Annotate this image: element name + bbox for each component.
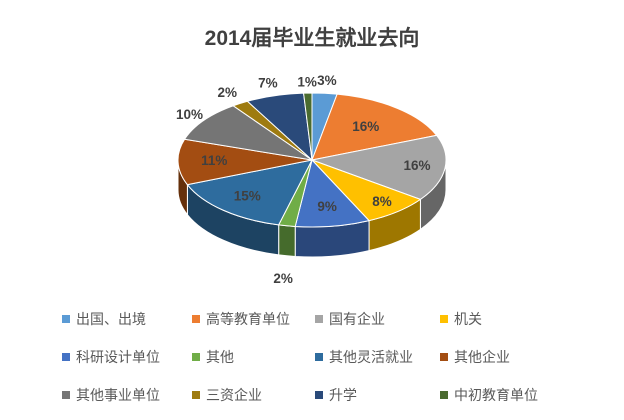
legend-marker-icon (315, 353, 323, 361)
pie-slice-7 (177, 138, 313, 186)
legend-marker-icon (192, 353, 200, 361)
pie-slice-1 (311, 93, 438, 161)
legend-marker-icon (192, 315, 200, 323)
legend-item-2: 国有企业 (315, 309, 440, 329)
legend-item-9: 三资企业 (192, 385, 315, 405)
data-label-1: 16% (352, 119, 379, 134)
legend-label: 其他灵活就业 (329, 349, 413, 365)
data-label-8: 10% (176, 107, 203, 122)
data-label-5: 2% (273, 271, 293, 286)
data-label-2: 16% (404, 158, 431, 173)
legend-item-0: 出国、出境 (62, 309, 192, 329)
data-label-0: 3% (317, 73, 337, 88)
pie-slice-6 (186, 159, 313, 226)
legend-item-4: 科研设计单位 (62, 347, 192, 367)
data-label-7: 11% (201, 153, 227, 168)
legend-item-11: 中初教育单位 (440, 385, 575, 405)
data-label-3: 8% (372, 194, 392, 209)
pie-slice-2 (310, 134, 447, 200)
legend-label: 其他事业单位 (76, 387, 160, 403)
legend-marker-icon (62, 391, 70, 399)
legend-marker-icon (315, 391, 323, 399)
legend-marker-icon (315, 315, 323, 323)
legend-label: 其他 (206, 349, 234, 365)
data-label-10: 7% (258, 76, 278, 91)
chart-title: 2014届毕业生就业去向 (204, 27, 420, 50)
legend-marker-icon (440, 315, 448, 323)
legend-marker-icon (440, 391, 448, 399)
legend-label: 出国、出境 (76, 311, 146, 327)
pie-chart-3d: 3% 16% 16% 8% 9% 2% 15% 11% 10% 2% 7% 1% (176, 73, 447, 286)
data-label-4: 9% (317, 199, 337, 214)
legend-item-1: 高等教育单位 (192, 309, 315, 329)
legend-label: 科研设计单位 (76, 349, 160, 365)
legend-label: 中初教育单位 (454, 387, 538, 403)
legend-marker-icon (440, 353, 448, 361)
legend-label: 高等教育单位 (206, 311, 290, 327)
chart-legend: 出国、出境 高等教育单位 国有企业 机关科研设计单位 其他 其他灵活就业 其他企业其他事业单… (62, 300, 618, 414)
legend-label: 三资企业 (206, 387, 262, 403)
legend-marker-icon (62, 315, 70, 323)
legend-item-6: 其他灵活就业 (315, 347, 440, 367)
legend-item-7: 其他企业 (440, 347, 575, 367)
legend-label: 其他企业 (454, 349, 510, 365)
legend-label: 国有企业 (329, 311, 385, 327)
legend-label: 机关 (454, 311, 482, 327)
data-label-6: 15% (234, 188, 261, 203)
legend-marker-icon (62, 353, 70, 361)
pie-slice-side-5 (278, 224, 296, 258)
data-label-11: 1% (297, 75, 317, 90)
pie-slice-11 (303, 92, 313, 161)
legend-item-5: 其他 (192, 347, 315, 367)
legend-item-10: 升学 (315, 385, 440, 405)
legend-item-3: 机关 (440, 309, 575, 329)
legend-label: 升学 (329, 387, 357, 403)
pie-slice-8 (183, 105, 313, 161)
legend-marker-icon (192, 391, 200, 399)
legend-item-8: 其他事业单位 (62, 385, 192, 405)
data-label-9: 2% (218, 85, 238, 100)
